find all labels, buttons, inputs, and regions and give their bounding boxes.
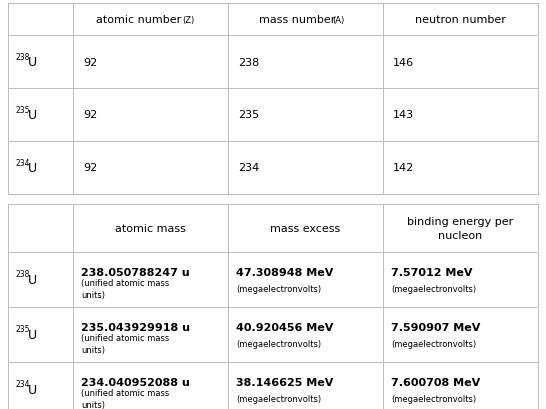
Text: 38.146625 MeV: 38.146625 MeV — [236, 378, 334, 388]
Text: (unified atomic mass
units): (unified atomic mass units) — [81, 334, 169, 354]
Text: 92: 92 — [83, 110, 97, 120]
Text: (A): (A) — [333, 16, 345, 25]
Text: (megaelectronvolts): (megaelectronvolts) — [236, 284, 321, 293]
Text: mass number: mass number — [259, 15, 342, 25]
Text: U: U — [28, 273, 37, 286]
Text: 234: 234 — [238, 163, 259, 173]
Text: (megaelectronvolts): (megaelectronvolts) — [391, 339, 476, 348]
Text: U: U — [28, 383, 37, 396]
Text: 7.57012 MeV: 7.57012 MeV — [391, 268, 472, 278]
Text: 7.590907 MeV: 7.590907 MeV — [391, 323, 480, 333]
Text: 146: 146 — [393, 57, 414, 67]
Text: (megaelectronvolts): (megaelectronvolts) — [391, 394, 476, 403]
Text: (unified atomic mass
units): (unified atomic mass units) — [81, 389, 169, 409]
Text: atomic mass: atomic mass — [115, 223, 186, 234]
Text: 92: 92 — [83, 163, 97, 173]
Text: 92: 92 — [83, 57, 97, 67]
Text: U: U — [28, 56, 37, 69]
Text: (megaelectronvolts): (megaelectronvolts) — [391, 284, 476, 293]
Text: 142: 142 — [393, 163, 414, 173]
Text: 238: 238 — [16, 53, 31, 62]
Text: (megaelectronvolts): (megaelectronvolts) — [236, 394, 321, 403]
Text: (megaelectronvolts): (megaelectronvolts) — [236, 339, 321, 348]
Text: 7.600708 MeV: 7.600708 MeV — [391, 378, 480, 388]
Text: 234: 234 — [16, 159, 31, 168]
Text: 235: 235 — [16, 324, 31, 333]
Text: neutron number: neutron number — [415, 15, 506, 25]
Text: 238: 238 — [16, 270, 31, 278]
Text: 238.050788247 u: 238.050788247 u — [81, 268, 189, 278]
Text: 40.920456 MeV: 40.920456 MeV — [236, 323, 334, 333]
Text: U: U — [28, 109, 37, 122]
Text: (Z): (Z) — [182, 16, 194, 25]
Text: binding energy per
nucleon: binding energy per nucleon — [407, 217, 514, 240]
Text: 47.308948 MeV: 47.308948 MeV — [236, 268, 334, 278]
Text: U: U — [28, 328, 37, 341]
Text: U: U — [28, 162, 37, 175]
Text: 235: 235 — [238, 110, 259, 120]
Text: mass excess: mass excess — [270, 223, 341, 234]
Text: 235.043929918 u: 235.043929918 u — [81, 323, 190, 333]
Text: 238: 238 — [238, 57, 259, 67]
Text: 143: 143 — [393, 110, 414, 120]
Text: 234: 234 — [16, 379, 31, 388]
Text: 235: 235 — [16, 106, 31, 115]
Text: atomic number: atomic number — [97, 15, 188, 25]
Text: 234.040952088 u: 234.040952088 u — [81, 378, 190, 388]
Text: (unified atomic mass
units): (unified atomic mass units) — [81, 279, 169, 299]
